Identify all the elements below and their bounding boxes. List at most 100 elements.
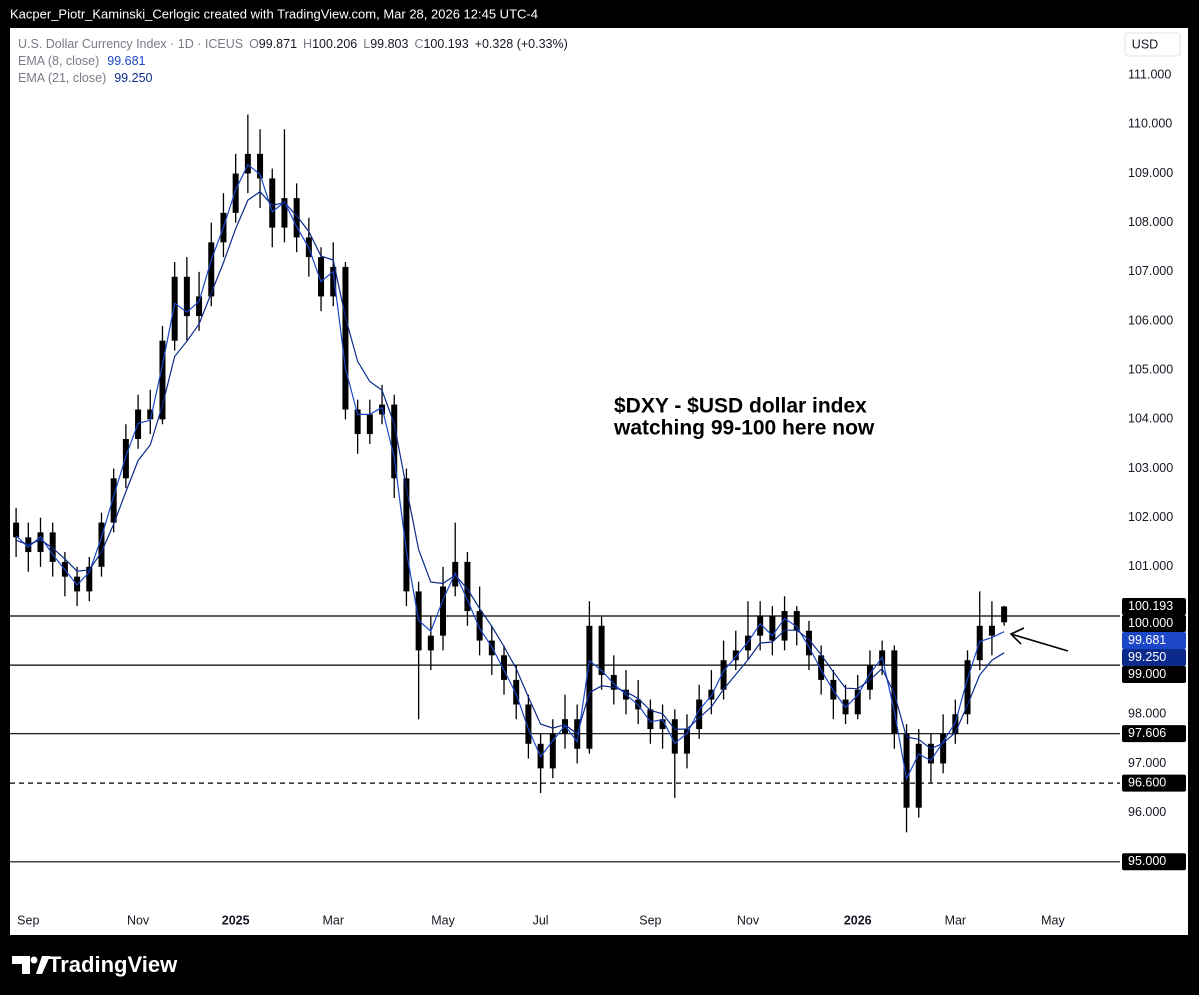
candle-body	[793, 611, 800, 631]
candle-body	[818, 655, 825, 680]
candle-body	[49, 532, 56, 562]
price-badge	[1122, 665, 1186, 683]
candle-body	[147, 409, 154, 420]
candle-body	[866, 665, 873, 690]
candle-body	[683, 729, 690, 754]
x-tick-label: Mar	[945, 913, 967, 927]
candle-body	[13, 522, 20, 538]
candle-body	[476, 611, 483, 641]
candle-body	[464, 561, 471, 612]
price-badge	[1122, 725, 1186, 743]
ema-name: EMA (21, close)	[18, 71, 106, 85]
candle-body	[159, 340, 166, 420]
ema-value: 99.250	[114, 71, 152, 85]
plot	[10, 74, 1123, 863]
price-badge-label: 100.000	[1128, 616, 1173, 630]
chart-area	[10, 28, 1188, 935]
y-tick-label: 97.000	[1128, 756, 1166, 770]
high-value: 100.206	[312, 37, 357, 51]
ema-line	[15, 163, 1005, 781]
price-badge	[1122, 853, 1186, 871]
y-tick-label: 111.000	[1128, 67, 1171, 81]
price-badge	[1122, 774, 1186, 792]
price-badge-label: 99.681	[1128, 633, 1166, 647]
candle-body	[86, 566, 93, 592]
x-tick-label: May	[1041, 913, 1065, 927]
x-tick-label: Nov	[737, 913, 760, 927]
candle-body	[586, 625, 593, 749]
low-value: 99.803	[370, 37, 408, 51]
price-badge-label: 99.000	[1128, 667, 1166, 681]
price-badge-label: 100.193	[1128, 599, 1173, 613]
change: +0.328 (+0.33%)	[475, 37, 568, 51]
y-tick-label: 101.000	[1128, 559, 1173, 573]
legend-line: U.S. Dollar Currency Index · 1D · ICEUS O…	[18, 37, 568, 51]
currency-button[interactable]	[1124, 32, 1181, 57]
arrow	[1009, 627, 1069, 652]
symbol: U.S. Dollar Currency Index · 1D · ICEUS	[18, 37, 243, 51]
candle-body	[598, 625, 605, 675]
price-badge	[1122, 648, 1186, 666]
x-tick-label: Mar	[322, 913, 344, 927]
candle-body	[330, 266, 337, 297]
candle-body	[781, 611, 788, 641]
candle-body	[769, 615, 776, 641]
y-tick-label: 98.000	[1128, 707, 1166, 721]
candle-body	[269, 178, 276, 228]
candle-body	[720, 660, 727, 690]
candle-body	[732, 650, 739, 661]
candle-body	[903, 733, 910, 808]
candle-body	[171, 276, 178, 341]
candle-body	[232, 173, 239, 213]
ema-legend: EMA (8, close) 99.681	[18, 54, 146, 68]
candle-body	[854, 689, 861, 715]
candle-body	[671, 719, 678, 754]
candle-body	[98, 522, 105, 567]
candle-body	[110, 478, 117, 523]
y-tick-label: 110.000	[1128, 117, 1172, 131]
candle-body	[744, 635, 751, 651]
candle-body	[318, 257, 325, 297]
candle-body	[647, 709, 654, 730]
header-text: Kacper_Piotr_Kaminski_Cerlogic created w…	[10, 6, 538, 21]
candle-body	[952, 714, 959, 734]
y-tick-label: 109.000	[1128, 166, 1173, 180]
candle-body	[549, 733, 556, 769]
x-tick-label: Jul	[533, 913, 549, 927]
y-tick-label: 107.000	[1128, 264, 1173, 278]
price-badge-label: 97.606	[1128, 726, 1166, 740]
currency[interactable]: USD	[1132, 37, 1158, 51]
price-badge-label: 95.000	[1128, 854, 1166, 868]
y-tick-label: 102.000	[1128, 510, 1173, 524]
candle-body	[610, 674, 617, 690]
y-tick-label: 106.000	[1128, 313, 1173, 327]
candle-body	[891, 650, 898, 734]
candle-body	[183, 276, 190, 317]
open-prefix: O	[249, 37, 259, 51]
candle-body	[391, 404, 398, 479]
candle-body	[366, 414, 373, 435]
candle-body	[354, 409, 361, 435]
candle-body	[74, 576, 81, 592]
y-tick-label: 96.000	[1128, 805, 1166, 819]
price-badge-label: 99.250	[1128, 650, 1166, 664]
candle-body	[427, 635, 434, 651]
candle-body	[281, 198, 288, 228]
candle-body	[696, 699, 703, 730]
price-badge	[1122, 631, 1186, 649]
candle-body	[940, 733, 947, 764]
footer-logo: TradingView	[48, 952, 178, 977]
candle-body	[208, 242, 215, 297]
y-tick-label: 108.000	[1128, 215, 1173, 229]
candle-body	[915, 743, 922, 808]
x-tick-label: May	[431, 913, 455, 927]
candle-body	[293, 198, 300, 238]
candle-body	[988, 625, 995, 636]
candle-body	[501, 655, 508, 680]
candle-body	[403, 478, 410, 592]
close-prefix: C	[414, 37, 423, 51]
price-badge-label: 96.600	[1128, 775, 1166, 789]
annotation: watching 99-100 here now	[613, 417, 875, 440]
